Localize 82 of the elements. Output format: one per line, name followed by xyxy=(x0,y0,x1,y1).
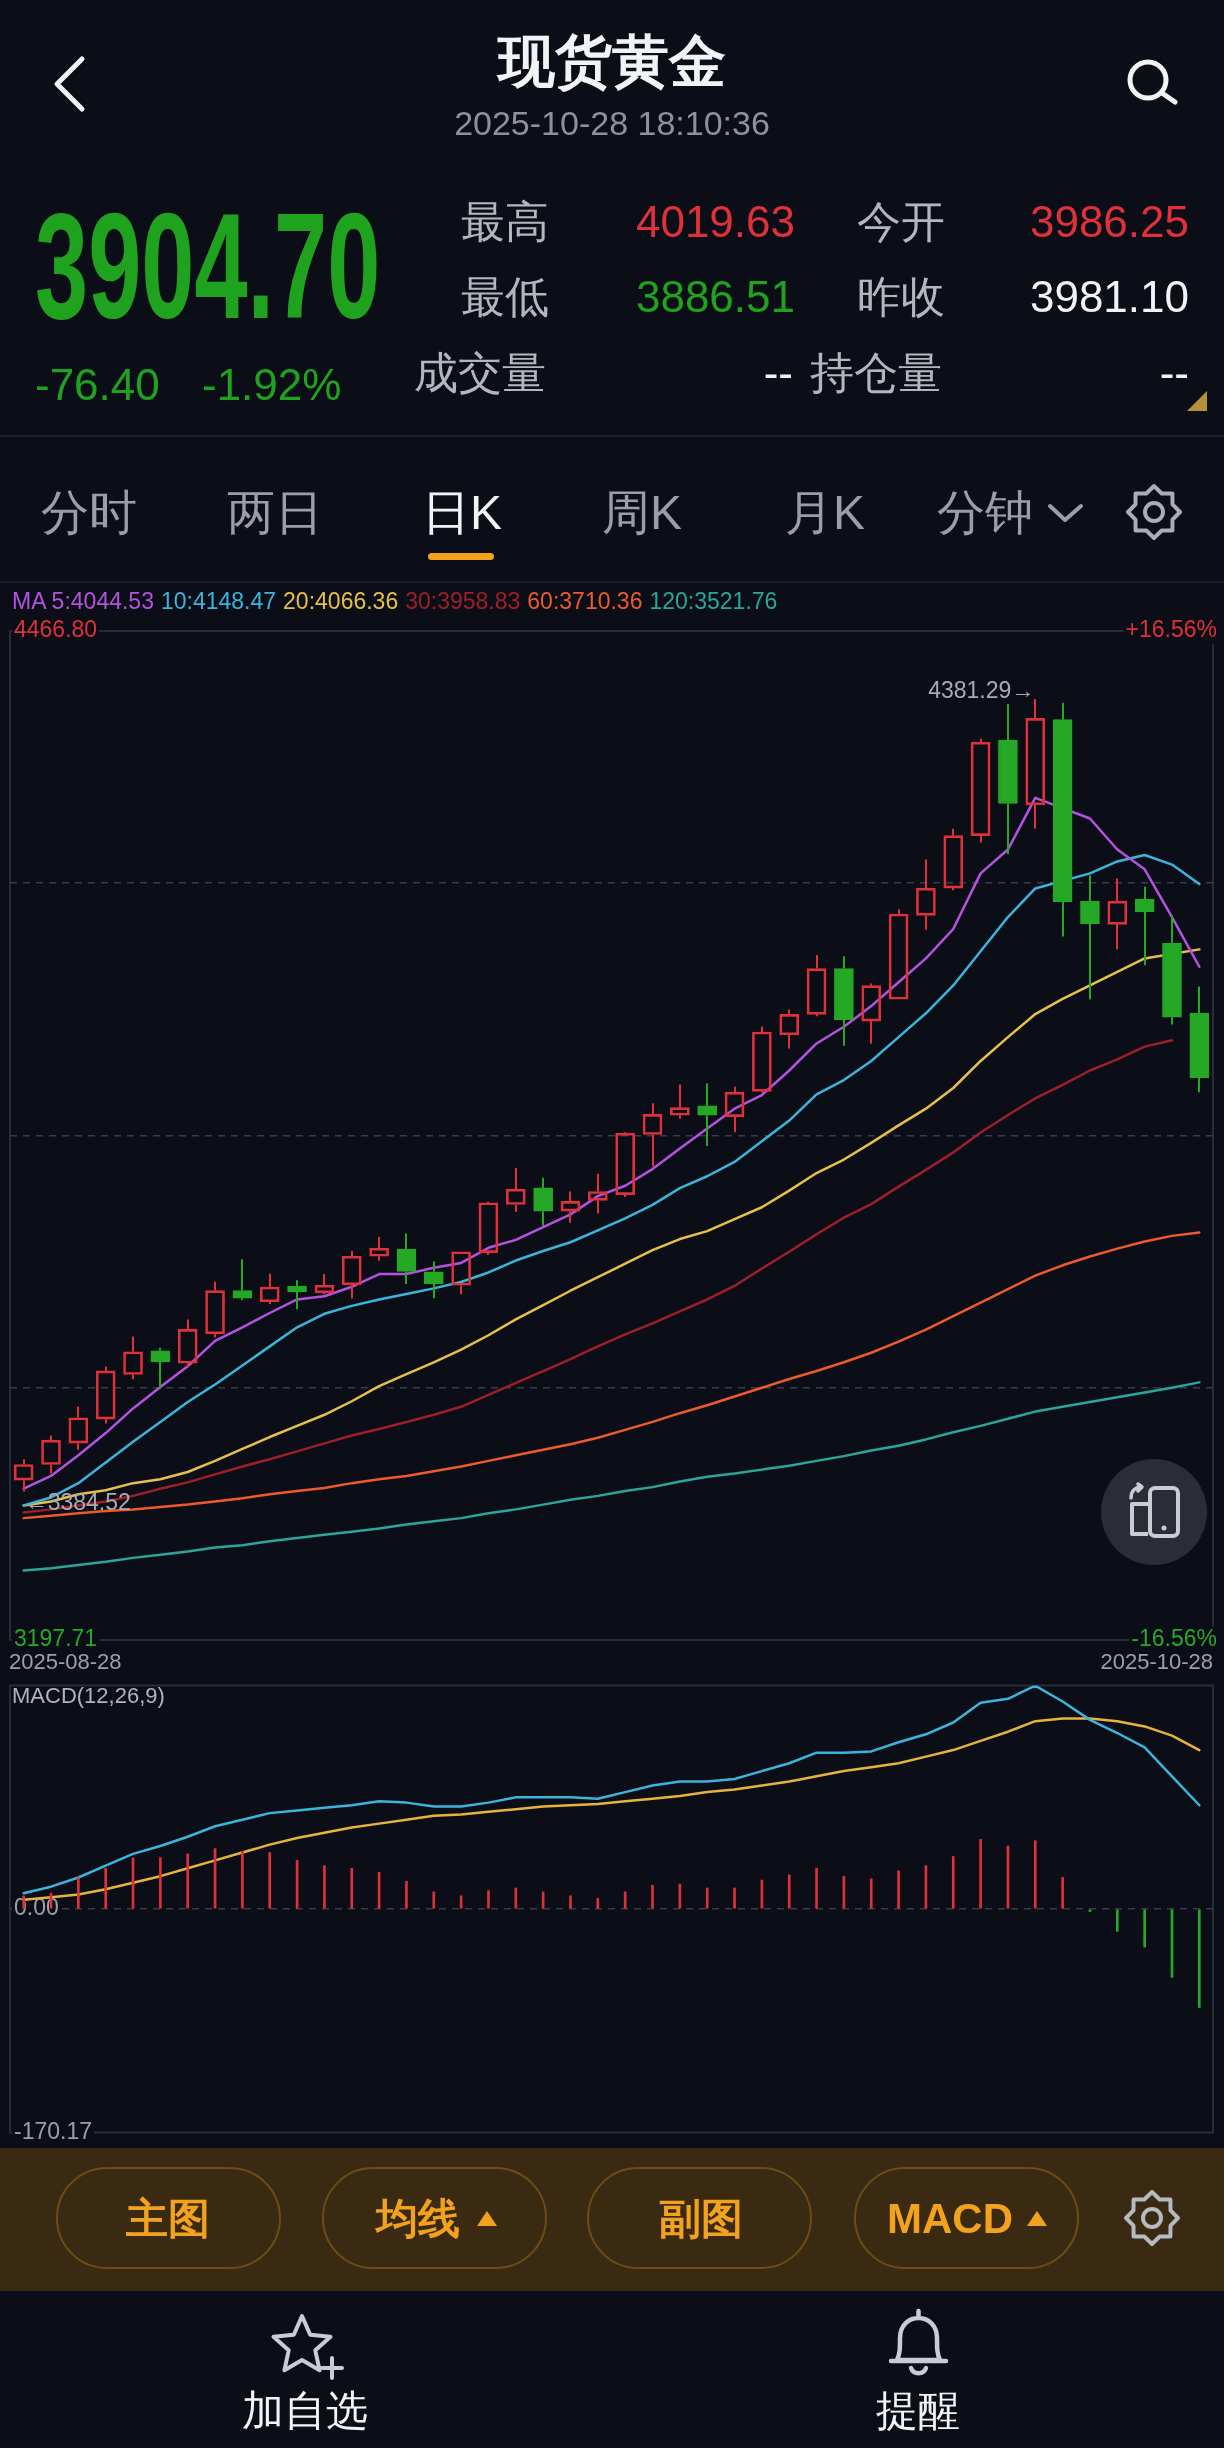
text: 4019.63 xyxy=(635,197,795,248)
text: 60:3710.36 xyxy=(527,588,643,614)
text: 最高 xyxy=(461,197,549,248)
candlestick xyxy=(1080,874,1100,1001)
bar xyxy=(432,1891,436,1909)
text: -- xyxy=(763,348,793,399)
text: 最低 xyxy=(461,272,549,323)
text: MACD xyxy=(887,2195,1013,2244)
y-tick-label: 4466.80 xyxy=(14,616,98,643)
candlestick xyxy=(533,1176,553,1227)
text: 分钟 xyxy=(937,484,1033,541)
bar xyxy=(514,1887,518,1909)
text: 成交量 xyxy=(414,348,546,399)
text: 两日 xyxy=(227,484,323,541)
text: 日K xyxy=(422,484,503,541)
text: 3986.25 xyxy=(1029,197,1189,248)
candlestick xyxy=(1189,985,1210,1094)
y-tick-label: 3197.71 xyxy=(14,1625,98,1652)
text: -76.40 xyxy=(35,360,160,411)
y2-tick-label: -16.56% xyxy=(1131,1625,1217,1652)
candlestick xyxy=(697,1082,718,1147)
bar xyxy=(569,1895,572,1909)
candlestick xyxy=(998,702,1018,856)
text: 120:3521.76 xyxy=(649,588,778,614)
text: 今开 xyxy=(857,197,945,248)
bar xyxy=(186,1853,190,1909)
y-tick-label: -170.17 xyxy=(14,2117,93,2144)
text: 3981.10 xyxy=(1029,272,1189,323)
text: 周K xyxy=(602,484,683,541)
bar xyxy=(350,1867,354,1909)
text: 昨收 xyxy=(857,272,945,323)
text: 现货黄金 xyxy=(498,28,726,95)
text: 持仓量 xyxy=(810,348,942,399)
text: 2025-10-28 18:10:36 xyxy=(454,103,770,143)
text: 20:4066.36 xyxy=(283,588,399,614)
bar xyxy=(651,1885,654,1909)
bar xyxy=(623,1891,627,1909)
text: 副图 xyxy=(659,2195,743,2244)
annotation: 4381.29→ xyxy=(928,676,1035,703)
bar xyxy=(897,1870,900,1909)
text: 提醒 xyxy=(876,2387,960,2436)
bar xyxy=(951,1856,955,1909)
text: -- xyxy=(1159,348,1189,399)
bar xyxy=(268,1852,272,1909)
bar xyxy=(815,1867,818,1909)
text: 分时 xyxy=(41,484,137,541)
bar xyxy=(979,1839,982,1909)
bar xyxy=(1033,1840,1037,1909)
text: 加自选 xyxy=(242,2387,368,2436)
candlestick xyxy=(1052,701,1073,938)
bar xyxy=(733,1887,736,1909)
text: 3886.51 xyxy=(635,272,795,323)
bar xyxy=(77,1877,80,1909)
y2-tick-label: +16.56% xyxy=(1125,616,1217,643)
candlestick xyxy=(396,1232,417,1285)
text: 2025-10-28 xyxy=(1100,1649,1213,1675)
bar xyxy=(1115,1909,1119,1932)
bar xyxy=(405,1881,408,1909)
bar xyxy=(1061,1877,1064,1909)
bar xyxy=(869,1878,873,1909)
text: -1.92% xyxy=(202,360,342,411)
bar xyxy=(241,1850,244,1909)
text: 月K xyxy=(785,484,866,541)
bar xyxy=(1143,1909,1146,1948)
bar xyxy=(487,1890,490,1909)
text: 2025-08-28 xyxy=(9,1649,122,1675)
text: 10:4148.47 xyxy=(160,588,277,614)
bar xyxy=(104,1867,108,1909)
candlestick xyxy=(1162,914,1182,1026)
chart-title: MACD(12,26,9) xyxy=(12,1682,165,1708)
bar xyxy=(787,1874,791,1909)
bar xyxy=(323,1865,326,1909)
text: 3904.70 xyxy=(35,181,381,353)
candlestick xyxy=(232,1258,253,1302)
candlestick xyxy=(834,955,854,1047)
text: 均线 xyxy=(376,2195,460,2244)
text: 主图 xyxy=(126,2195,210,2244)
bar xyxy=(159,1857,162,1909)
bar xyxy=(1198,1909,1201,2008)
text: 30:3958.83 xyxy=(405,588,521,614)
bar xyxy=(705,1887,709,1909)
text: MA 5:4044.53 xyxy=(12,588,154,614)
